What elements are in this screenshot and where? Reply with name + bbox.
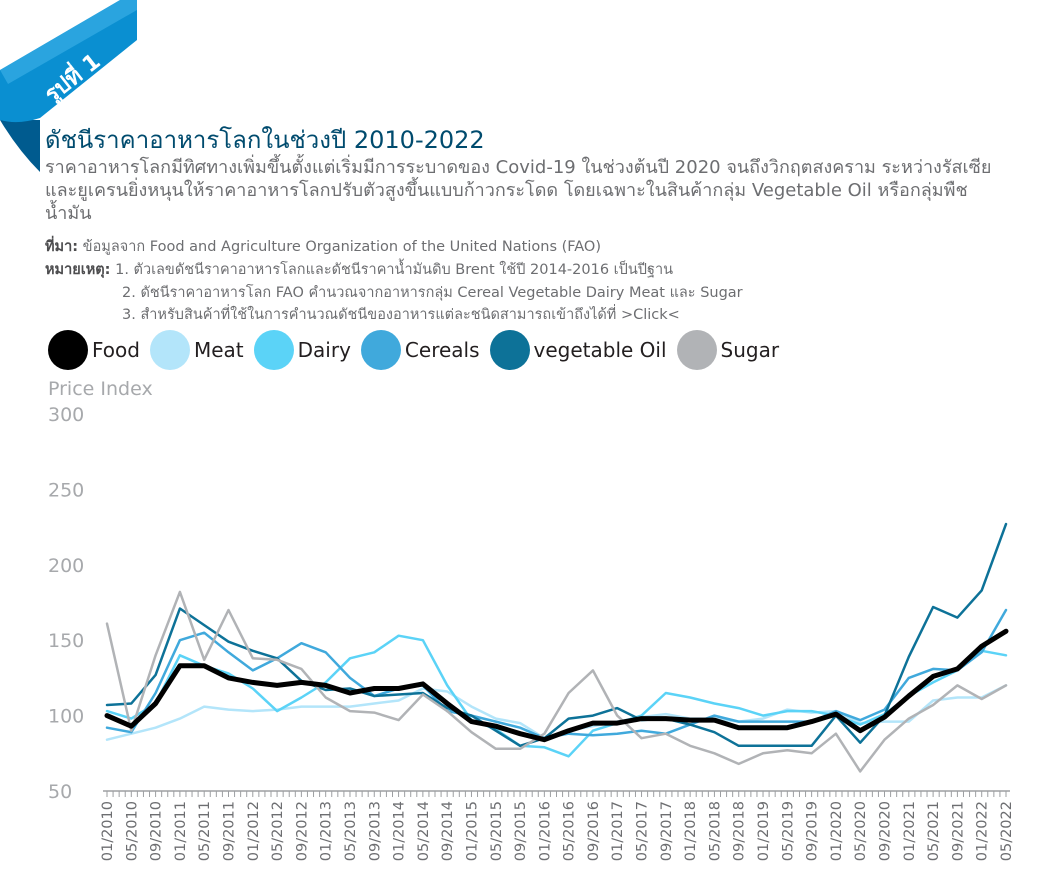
legend-swatch (149, 330, 190, 370)
x-tick-label: 09/2017 (659, 801, 675, 861)
note-3[interactable]: 3. สำหรับสินค้าที่ใช้ในการคำนวณดัชนีของอ… (122, 307, 680, 323)
line-chart: Price Index 50 100 150 200 250 300 01/2010 05/20… (48, 378, 1015, 861)
note-line-1: หมายเหตุ: 1. ตัวเลขดัชนีราคาอาหารโลกและด… (45, 258, 673, 281)
legend-swatch (360, 330, 401, 370)
series-line-sugar (105, 590, 1008, 773)
x-tick-label: 05/2022 (999, 801, 1015, 861)
x-tick-label: 01/2018 (683, 801, 699, 861)
y-tick-label: 250 (48, 479, 84, 501)
y-tick-label: 300 (48, 404, 84, 426)
source-label: ที่มา: (45, 239, 79, 255)
x-tick-label: 05/2016 (562, 801, 578, 861)
x-tick-label: 09/2013 (367, 801, 383, 861)
chart-subtitle: ราคาอาหารโลกมีทิศทางเพิ่มขึ้นตั้งแต่เริ่… (45, 157, 992, 224)
x-tick-label: 01/2020 (829, 801, 845, 861)
y-axis-label: Price Index (48, 378, 153, 400)
source-line: ที่มา: ข้อมูลจาก Food and Agriculture Or… (45, 235, 601, 258)
legend-item-dairy: Dairy (253, 330, 355, 370)
x-tick-label: 01/2017 (610, 801, 626, 861)
legend-item-meat: Meat (149, 330, 248, 370)
legend-label: Meat (193, 338, 244, 362)
note-2: 2. ดัชนีราคาอาหารโลก FAO คำนวณจากอาหารกล… (122, 285, 743, 301)
notes-label: หมายเหตุ: (45, 262, 111, 278)
x-tick-label: 05/2018 (707, 801, 723, 861)
x-tick-label: 09/2021 (950, 801, 966, 861)
source-text: ข้อมูลจาก Food and Agriculture Organizat… (78, 239, 602, 255)
ribbon-tail (0, 120, 40, 172)
chart-title: ดัชนีราคาอาหารโลกในช่วงปี 2010-2022 (45, 126, 485, 154)
ribbon-band (0, 0, 137, 123)
x-tick-label: 01/2022 (975, 801, 991, 861)
x-tick-label: 01/2016 (537, 801, 553, 861)
legend-label: Dairy (297, 338, 351, 362)
x-tick-label: 05/2011 (197, 801, 213, 861)
x-tick-label: 05/2020 (853, 801, 869, 861)
x-tick-label: 01/2014 (392, 801, 408, 861)
y-tick-label: 50 (48, 781, 72, 803)
y-tick-label: 200 (48, 555, 84, 577)
series-line-vegetable-oil (105, 522, 1008, 748)
series-line-food (104, 628, 1009, 743)
note-1: 1. ตัวเลขดัชนีราคาอาหารโลกและดัชนีราคาน้… (110, 262, 674, 278)
x-tick-label: 09/2015 (513, 801, 529, 861)
x-tick-label: 05/2014 (416, 801, 432, 861)
x-tick-label: 05/2017 (635, 801, 651, 861)
legend-swatch (253, 330, 294, 370)
x-tick-label: 01/2015 (464, 801, 480, 861)
chart-legend: Food Meat Dairy Cereals vegetable Oil Sugar (48, 330, 789, 370)
x-tick-label: 09/2010 (149, 801, 165, 861)
series-line-dairy (105, 634, 1008, 758)
x-tick-label: 05/2013 (343, 801, 359, 861)
legend-item-sugar: Sugar (676, 330, 784, 370)
legend-swatch (489, 330, 530, 370)
x-tick-label: 05/2015 (489, 801, 505, 861)
legend-item-cereals: Cereals (360, 330, 484, 370)
x-tick-label: 01/2010 (100, 801, 116, 861)
x-tick-label: 09/2012 (294, 801, 310, 861)
x-tick-label: 09/2019 (805, 801, 821, 861)
legend-item-vegetable-oil: vegetable Oil (489, 330, 671, 370)
ribbon-highlight (0, 0, 137, 84)
legend-label: Cereals (404, 338, 480, 362)
legend-swatch (48, 330, 88, 370)
x-tick-label: 01/2013 (319, 801, 335, 861)
x-tick-label: 01/2019 (756, 801, 772, 861)
figure-ribbon: รูปที่ 1 (0, 0, 137, 172)
y-tick-label: 150 (48, 630, 84, 652)
x-tick-label: 05/2012 (270, 801, 286, 861)
x-tick-label: 05/2019 (780, 801, 796, 861)
x-tick-label: 01/2011 (173, 801, 189, 861)
x-tick-label: 09/2014 (440, 801, 456, 861)
x-tick-label: 05/2021 (926, 801, 942, 861)
x-tick-label: 09/2011 (221, 801, 237, 861)
y-tick-label: 100 (48, 706, 84, 728)
legend-label: Sugar (720, 338, 780, 362)
legend-item-food: Food (48, 330, 144, 370)
x-tick-label: 09/2016 (586, 801, 602, 861)
x-tick-label: 01/2012 (246, 801, 262, 861)
x-tick-label: 09/2020 (878, 801, 894, 861)
legend-swatch (676, 330, 717, 370)
x-tick-label: 09/2018 (732, 801, 748, 861)
x-tick-label: 05/2010 (124, 801, 140, 861)
x-tick-label: 01/2021 (902, 801, 918, 861)
legend-label: vegetable Oil (533, 338, 667, 362)
legend-label: Food (92, 338, 140, 362)
